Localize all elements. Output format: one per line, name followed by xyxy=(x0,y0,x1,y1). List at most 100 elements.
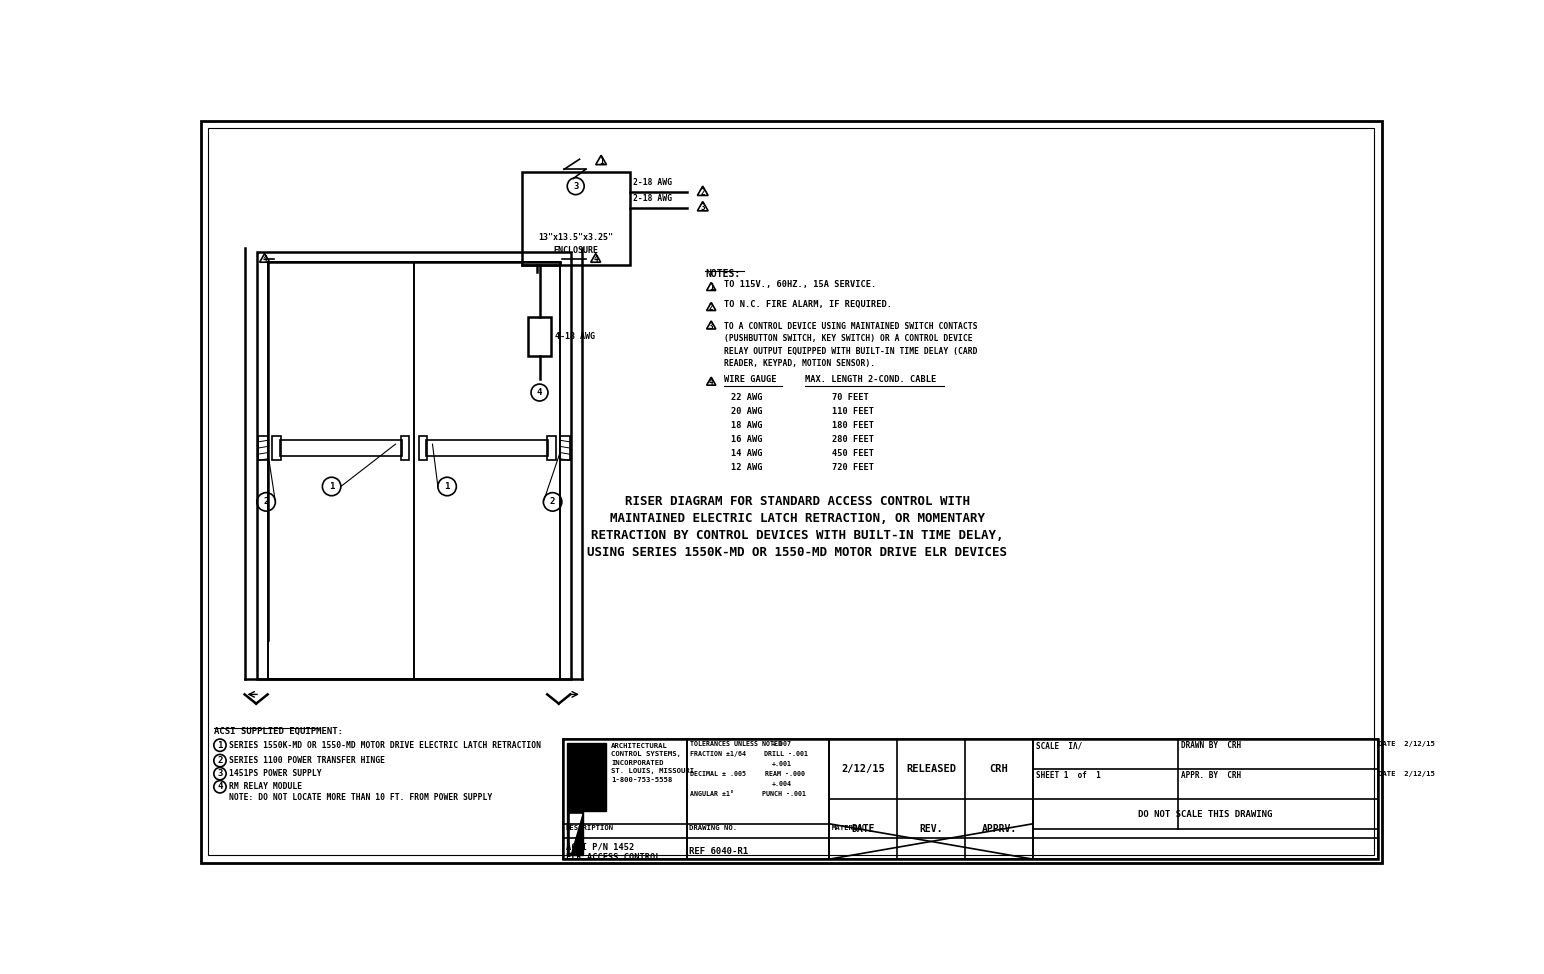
Text: SERIES 1100 POWER TRANSFER HINGE: SERIES 1100 POWER TRANSFER HINGE xyxy=(229,756,384,766)
Bar xyxy=(547,436,556,460)
Text: FRACTION ±1/64: FRACTION ±1/64 xyxy=(690,751,746,758)
Text: 450 FEET: 450 FEET xyxy=(832,449,874,458)
Text: RETRACTION BY CONTROL DEVICES WITH BUILT-IN TIME DELAY,: RETRACTION BY CONTROL DEVICES WITH BUILT… xyxy=(591,529,1004,543)
Bar xyxy=(426,439,548,457)
Text: DATE  2/12/15: DATE 2/12/15 xyxy=(1379,741,1434,747)
Bar xyxy=(1033,739,1379,859)
Text: 2: 2 xyxy=(264,498,269,506)
Text: DESCRIPTION: DESCRIPTION xyxy=(565,825,615,831)
Text: TO N.C. FIRE ALARM, IF REQUIRED.: TO N.C. FIRE ALARM, IF REQUIRED. xyxy=(724,300,891,310)
Bar xyxy=(560,435,570,461)
Bar xyxy=(267,262,414,679)
Text: RELEASED: RELEASED xyxy=(906,764,956,774)
Text: NOTE: DO NOT LOCATE MORE THAN 10 FT. FROM POWER SUPPLY: NOTE: DO NOT LOCATE MORE THAN 10 FT. FRO… xyxy=(229,793,493,802)
Text: CRH: CRH xyxy=(990,764,1008,774)
Text: PUNCH -.001: PUNCH -.001 xyxy=(763,792,806,798)
Text: 280 FEET: 280 FEET xyxy=(832,435,874,444)
Text: 1451PS POWER SUPPLY: 1451PS POWER SUPPLY xyxy=(229,769,321,778)
Bar xyxy=(256,251,571,679)
Text: APPRV.: APPRV. xyxy=(982,824,1016,834)
Text: 22 AWG: 22 AWG xyxy=(732,393,763,402)
Text: DATE  2/12/15: DATE 2/12/15 xyxy=(1379,771,1434,777)
Polygon shape xyxy=(567,743,605,855)
Text: 4: 4 xyxy=(593,255,598,264)
Text: 4: 4 xyxy=(709,378,713,387)
Text: ENCLOSURE: ENCLOSURE xyxy=(553,246,598,255)
Text: 720 FEET: 720 FEET xyxy=(832,463,874,471)
Text: +.001: +.001 xyxy=(772,762,791,768)
Bar xyxy=(272,436,281,460)
Text: SCALE  ӀΛ/: SCALE ӀΛ/ xyxy=(1036,741,1082,750)
Text: TO 115V., 60HZ., 15A SERVICE.: TO 115V., 60HZ., 15A SERVICE. xyxy=(724,281,875,289)
Text: 3: 3 xyxy=(701,204,706,212)
Text: (PUSHBUTTON SWITCH, KEY SWITCH) OR A CONTROL DEVICE: (PUSHBUTTON SWITCH, KEY SWITCH) OR A CON… xyxy=(724,334,973,343)
Text: 2: 2 xyxy=(218,756,222,766)
Text: DECIMAL ± .005: DECIMAL ± .005 xyxy=(690,771,746,777)
Text: +.004: +.004 xyxy=(772,781,791,787)
Text: 110 FEET: 110 FEET xyxy=(832,407,874,416)
Text: 1: 1 xyxy=(445,482,449,491)
Bar xyxy=(528,318,551,356)
Polygon shape xyxy=(570,813,581,852)
Bar xyxy=(829,739,1033,859)
Text: REF 6040-R1: REF 6040-R1 xyxy=(689,846,747,856)
Text: 4: 4 xyxy=(262,255,267,264)
Text: RISER DIAGRAM FOR STANDARD ACCESS CONTROL WITH: RISER DIAGRAM FOR STANDARD ACCESS CONTRO… xyxy=(625,496,970,508)
Text: 4-18 AWG: 4-18 AWG xyxy=(554,332,594,341)
Text: 2-18 AWG: 2-18 AWG xyxy=(633,178,672,187)
Bar xyxy=(687,739,829,859)
Text: 1: 1 xyxy=(329,482,335,491)
Text: 1: 1 xyxy=(599,157,604,166)
Text: ELR ACCESS CONTROL: ELR ACCESS CONTROL xyxy=(565,853,661,862)
Text: 18 AWG: 18 AWG xyxy=(732,421,763,431)
Text: 3: 3 xyxy=(573,182,579,191)
Bar xyxy=(267,262,560,679)
Text: 20 AWG: 20 AWG xyxy=(732,407,763,416)
Text: 16 AWG: 16 AWG xyxy=(732,435,763,444)
Text: 2: 2 xyxy=(709,303,713,313)
Bar xyxy=(564,739,687,859)
Text: 3: 3 xyxy=(709,321,713,331)
Text: NOTES:: NOTES: xyxy=(706,270,740,280)
Text: 2: 2 xyxy=(701,188,706,197)
Text: DATE: DATE xyxy=(851,824,875,834)
Text: 2: 2 xyxy=(550,498,556,506)
Text: ACSI SUPPLIED EQUIPMENT:: ACSI SUPPLIED EQUIPMENT: xyxy=(213,727,343,735)
Bar xyxy=(279,439,401,457)
Text: READER, KEYPAD, MOTION SENSOR).: READER, KEYPAD, MOTION SENSOR). xyxy=(724,358,874,368)
Text: SERIES 1550K-MD OR 1550-MD MOTOR DRIVE ELECTRIC LATCH RETRACTION: SERIES 1550K-MD OR 1550-MD MOTOR DRIVE E… xyxy=(229,740,542,750)
Bar xyxy=(564,739,1379,859)
Text: MAINTAINED ELECTRIC LATCH RETRACTION, OR MOMENTARY: MAINTAINED ELECTRIC LATCH RETRACTION, OR… xyxy=(610,512,985,525)
Bar xyxy=(522,172,630,265)
Text: REV.: REV. xyxy=(919,824,943,834)
Text: 1: 1 xyxy=(218,740,222,750)
Text: 12 AWG: 12 AWG xyxy=(732,463,763,471)
Text: USING SERIES 1550K-MD OR 1550-MD MOTOR DRIVE ELR DEVICES: USING SERIES 1550K-MD OR 1550-MD MOTOR D… xyxy=(587,546,1008,559)
Text: 180 FEET: 180 FEET xyxy=(832,421,874,431)
Text: APPR. BY  CRH: APPR. BY CRH xyxy=(1181,771,1241,780)
Text: 1: 1 xyxy=(709,283,713,292)
Text: ANGULAR ±1°: ANGULAR ±1° xyxy=(690,792,733,798)
Text: +.007: +.007 xyxy=(772,741,791,747)
Text: RELAY OUTPUT EQUIPPED WITH BUILT-IN TIME DELAY (CARD: RELAY OUTPUT EQUIPPED WITH BUILT-IN TIME… xyxy=(724,347,977,356)
Text: TO A CONTROL DEVICE USING MAINTAINED SWITCH CONTACTS: TO A CONTROL DEVICE USING MAINTAINED SWI… xyxy=(724,321,977,331)
Bar xyxy=(258,435,267,461)
Bar xyxy=(414,262,560,679)
Text: 13"x13.5"x3.25": 13"x13.5"x3.25" xyxy=(539,233,613,243)
Text: REAM -.000: REAM -.000 xyxy=(766,771,804,777)
Text: ACSI P/N 1452: ACSI P/N 1452 xyxy=(565,843,635,851)
Text: 4: 4 xyxy=(537,388,542,397)
Bar xyxy=(401,436,409,460)
Text: 4: 4 xyxy=(218,782,222,791)
Text: 3: 3 xyxy=(218,769,222,778)
Text: 2-18 AWG: 2-18 AWG xyxy=(633,194,672,203)
Bar xyxy=(418,436,428,460)
Text: DRAWN BY  CRH: DRAWN BY CRH xyxy=(1181,741,1241,750)
Text: DO NOT SCALE THIS DRAWING: DO NOT SCALE THIS DRAWING xyxy=(1138,809,1272,818)
Text: SHEET 1  of  1: SHEET 1 of 1 xyxy=(1036,771,1101,780)
Text: DRILL -.001: DRILL -.001 xyxy=(764,751,808,758)
Text: MATERIAL: MATERIAL xyxy=(831,825,866,831)
Text: MAX. LENGTH 2-COND. CABLE: MAX. LENGTH 2-COND. CABLE xyxy=(804,375,936,384)
Text: TOLERANCES UNLESS NOTED: TOLERANCES UNLESS NOTED xyxy=(690,741,781,747)
Text: 70 FEET: 70 FEET xyxy=(832,393,869,402)
